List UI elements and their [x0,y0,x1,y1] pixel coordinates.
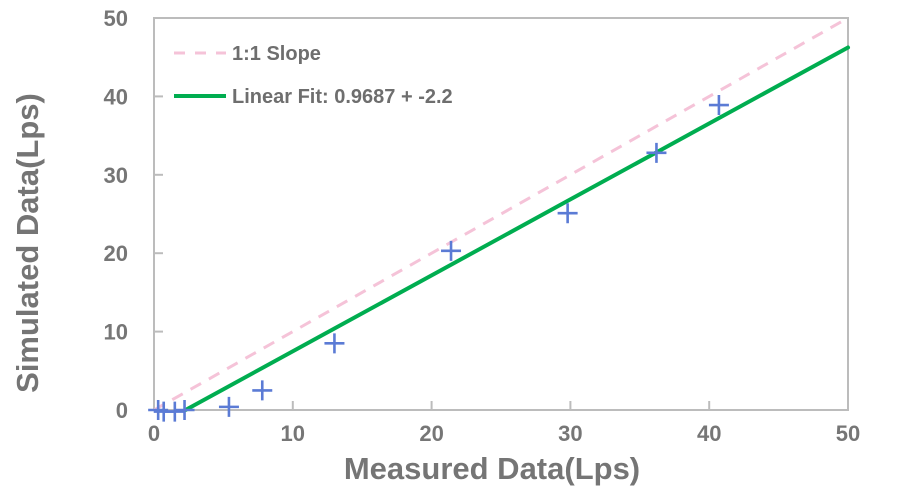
plot-area [153,17,849,411]
y-tick-label: 20 [104,241,128,266]
data-point-marker [164,401,185,422]
legend-label-one-to-one: 1:1 Slope [232,43,321,65]
data-point-marker [441,240,462,261]
data-point-marker [174,400,195,420]
data-point-marker [252,380,273,401]
legend-label-linear-fit: Linear Fit: 0.9687 + -2.2 [232,86,453,108]
plot-border [153,17,849,411]
data-point-marker [218,396,239,417]
y-tick-label: 40 [104,84,128,109]
data-series [148,16,850,422]
y-axis-title: Simulated Data(Lps) [10,93,45,393]
x-tick-label: 10 [281,421,305,446]
data-point-marker [708,95,729,116]
legend: 1:1 Slope Linear Fit: 0.9687 + -2.2 [174,43,453,108]
y-tick-label: 0 [116,398,128,423]
data-point-marker [557,203,578,224]
x-tick-label: 20 [419,421,443,446]
x-tick-label: 30 [558,421,582,446]
y-tick-label: 10 [104,320,128,345]
axis-ticks: 0 10 20 30 40 50 0 10 20 30 40 50 [104,6,861,446]
one-to-one-line [153,16,849,412]
x-tick-label: 40 [697,421,721,446]
x-tick-label: 0 [148,421,160,446]
x-tick-label: 50 [836,421,860,446]
y-tick-label: 30 [104,163,128,188]
data-point-marker [324,333,345,354]
data-point-marker [646,142,667,163]
x-axis-title: Measured Data(Lps) [344,451,640,486]
y-tick-label: 50 [104,6,128,31]
data-point-marker [148,400,169,420]
linear-fit-line [183,45,850,413]
